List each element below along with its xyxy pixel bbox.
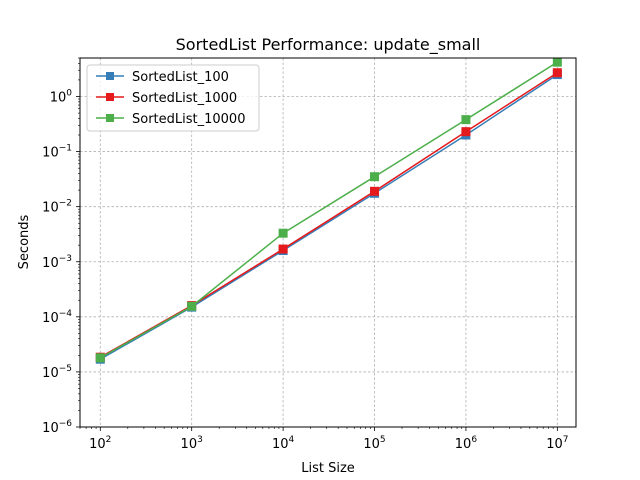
series-line <box>99 73 558 360</box>
data-point <box>187 301 197 311</box>
y-tick-label: 10−5 <box>42 364 72 381</box>
series-SortedList_10000 <box>95 57 562 363</box>
x-tick-exponent: 5 <box>380 435 386 445</box>
x-tick-base: 10 <box>546 437 563 452</box>
x-tick-base: 10 <box>181 437 198 452</box>
legend: SortedList_100 SortedList_1000 SortedList_… <box>86 64 260 132</box>
plot-frame <box>79 57 577 428</box>
y-tick-exponent: −3 <box>59 254 72 264</box>
y-tick-base: 10 <box>42 146 59 161</box>
data-point <box>461 115 471 125</box>
y-tick-base: 10 <box>42 311 59 326</box>
y-tick-base: 10 <box>50 91 67 106</box>
y-tick-exponent: 0 <box>66 89 72 99</box>
y-tick-exponent: −2 <box>59 199 72 209</box>
x-tick-label: 107 <box>546 435 568 452</box>
x-axis-label: List Size <box>301 461 355 476</box>
legend-item: SortedList_1000 <box>96 91 237 106</box>
x-tick-label: 103 <box>181 435 203 452</box>
legend-item: SortedList_10000 <box>96 112 245 127</box>
x-tick-label: 106 <box>455 435 478 452</box>
data-point <box>552 68 562 78</box>
data-point <box>552 57 562 67</box>
data-point <box>370 172 380 182</box>
x-axis: 102 103 104 105 106 107 <box>79 427 568 452</box>
y-tick-label: 10−2 <box>42 199 72 216</box>
y-tick-exponent: −1 <box>59 144 72 154</box>
y-tick-label: 100 <box>50 89 73 106</box>
legend-marker <box>106 72 114 80</box>
legend-marker <box>106 93 114 101</box>
y-tick-exponent: −4 <box>59 309 73 319</box>
series-line <box>99 61 558 359</box>
y-tick-exponent: −6 <box>59 419 73 429</box>
series-layer <box>95 57 562 364</box>
y-tick-base: 10 <box>42 201 59 216</box>
legend-label: SortedList_1000 <box>132 91 237 106</box>
x-tick-exponent: 6 <box>471 435 477 445</box>
data-point <box>95 353 105 363</box>
x-tick-exponent: 2 <box>106 435 112 445</box>
x-tick-exponent: 3 <box>197 435 203 445</box>
y-axis-label: Seconds <box>17 214 32 269</box>
x-tick-label: 104 <box>272 435 295 452</box>
legend-marker <box>106 114 114 122</box>
y-tick-label: 10−1 <box>42 144 72 161</box>
legend-label: SortedList_10000 <box>132 112 245 127</box>
legend-label: SortedList_100 <box>132 70 229 85</box>
legend-item: SortedList_100 <box>96 70 229 85</box>
y-tick-base: 10 <box>42 421 59 436</box>
y-tick-label: 10−6 <box>42 419 72 436</box>
x-tick-base: 10 <box>363 437 380 452</box>
x-tick-base: 10 <box>272 437 289 452</box>
y-tick-base: 10 <box>42 366 59 381</box>
x-tick-label: 105 <box>363 435 385 452</box>
x-tick-label: 102 <box>89 435 111 452</box>
y-tick-label: 10−3 <box>42 254 72 271</box>
legend-box <box>86 64 260 132</box>
x-tick-base: 10 <box>89 437 106 452</box>
data-point <box>278 228 288 238</box>
chart-title: SortedList Performance: update_small <box>176 35 481 55</box>
x-tick-exponent: 4 <box>289 435 295 445</box>
data-point <box>461 127 471 137</box>
x-tick-exponent: 7 <box>563 435 569 445</box>
y-tick-label: 10−4 <box>42 309 72 326</box>
y-tick-exponent: −5 <box>59 364 72 374</box>
x-tick-base: 10 <box>455 437 472 452</box>
data-point <box>370 186 380 196</box>
y-tick-base: 10 <box>42 256 59 271</box>
data-point <box>278 244 288 254</box>
